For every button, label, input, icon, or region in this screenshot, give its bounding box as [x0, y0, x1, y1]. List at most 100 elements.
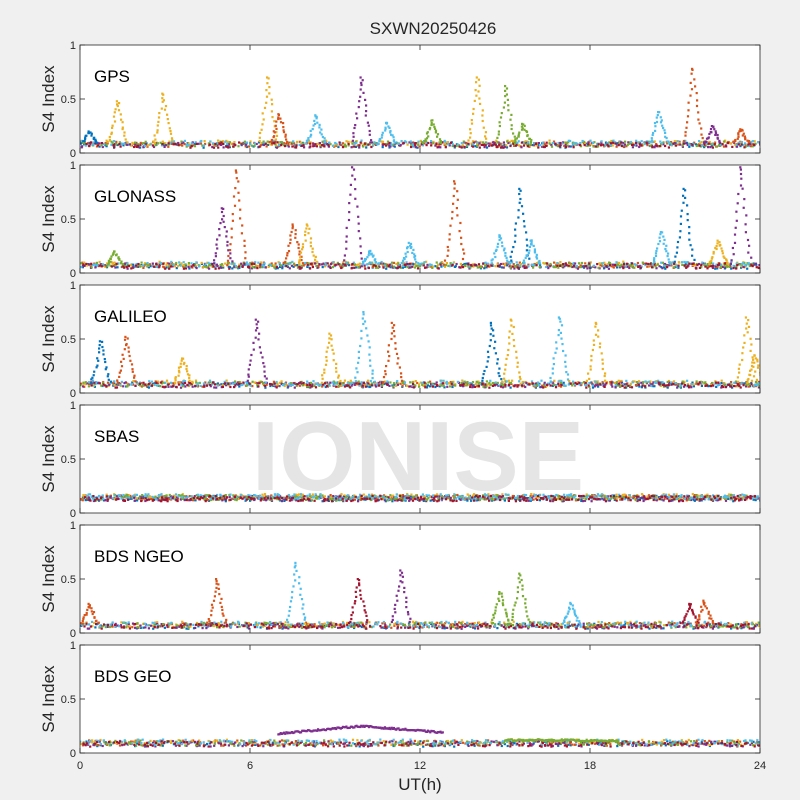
data-point — [654, 129, 657, 132]
data-point — [474, 145, 477, 148]
data-point — [131, 370, 134, 373]
data-point — [388, 384, 391, 387]
data-point — [537, 384, 541, 387]
data-point — [749, 145, 752, 148]
data-point — [374, 498, 377, 501]
data-point — [679, 222, 682, 225]
data-point — [607, 267, 610, 270]
data-point — [745, 214, 748, 217]
data-point — [362, 311, 365, 314]
data-point — [321, 135, 324, 139]
data-point — [397, 357, 400, 360]
data-point — [400, 262, 403, 265]
data-point — [377, 142, 380, 145]
data-point — [316, 142, 319, 145]
data-point — [382, 381, 385, 384]
data-point — [325, 143, 328, 146]
data-point — [180, 140, 183, 143]
data-point — [655, 249, 658, 253]
data-point — [94, 266, 97, 269]
data-point — [307, 232, 310, 235]
data-point — [479, 382, 482, 385]
data-point — [123, 266, 126, 269]
data-point — [104, 142, 107, 145]
data-point — [279, 265, 282, 268]
data-point — [315, 117, 318, 120]
data-point — [391, 326, 394, 329]
data-point — [498, 236, 501, 239]
data-point — [523, 128, 526, 131]
data-point — [559, 264, 562, 267]
data-point — [100, 384, 103, 387]
data-point — [323, 145, 326, 148]
data-point — [490, 264, 493, 267]
data-point — [337, 374, 340, 377]
data-point — [554, 351, 557, 354]
data-point — [122, 385, 125, 388]
data-point — [683, 385, 686, 388]
data-point — [722, 140, 726, 143]
data-point — [684, 189, 687, 192]
data-point — [374, 142, 377, 145]
data-point — [392, 261, 396, 264]
data-point — [443, 143, 446, 146]
data-point — [350, 267, 353, 270]
data-point — [607, 145, 610, 148]
data-point — [754, 383, 757, 386]
data-point — [471, 381, 475, 384]
data-point — [424, 386, 427, 389]
data-point — [522, 144, 526, 147]
data-point — [678, 236, 681, 239]
data-point — [599, 342, 602, 345]
data-point — [142, 381, 145, 384]
data-point — [134, 384, 137, 387]
data-point — [741, 187, 744, 190]
panel-label: GPS — [94, 67, 130, 86]
data-point — [358, 262, 361, 265]
data-point — [281, 141, 284, 144]
data-point — [347, 264, 351, 267]
data-point — [280, 144, 283, 147]
data-point — [686, 261, 689, 264]
data-point — [756, 358, 759, 361]
data-point — [597, 266, 600, 269]
data-point — [133, 374, 136, 377]
data-point — [551, 372, 554, 375]
data-point — [381, 384, 384, 387]
data-point — [555, 341, 558, 344]
data-point — [309, 267, 312, 270]
data-point — [456, 143, 460, 146]
data-point — [725, 384, 728, 387]
data-point — [456, 380, 459, 383]
data-point — [569, 265, 572, 268]
data-point — [548, 142, 551, 145]
data-point — [233, 385, 236, 389]
data-point — [653, 257, 656, 260]
data-point — [390, 133, 393, 136]
data-point — [427, 135, 430, 138]
data-point — [222, 142, 225, 146]
data-point — [130, 264, 133, 267]
data-point — [354, 380, 357, 383]
data-point — [265, 377, 268, 380]
data-point — [134, 141, 137, 144]
data-point — [357, 361, 360, 364]
data-point — [226, 264, 229, 267]
data-point — [291, 383, 294, 386]
data-point — [266, 82, 269, 85]
data-point — [645, 141, 648, 144]
data-point — [383, 380, 386, 383]
data-point — [606, 143, 609, 146]
data-point — [388, 263, 391, 266]
data-point — [273, 382, 276, 385]
data-point — [402, 257, 406, 260]
data-point — [754, 262, 757, 265]
data-point — [230, 142, 233, 145]
data-point — [353, 142, 356, 145]
data-point — [709, 262, 713, 265]
data-point — [376, 383, 379, 386]
data-point — [304, 230, 307, 233]
data-point — [309, 145, 312, 148]
data-point — [743, 261, 746, 264]
data-point — [548, 139, 551, 142]
